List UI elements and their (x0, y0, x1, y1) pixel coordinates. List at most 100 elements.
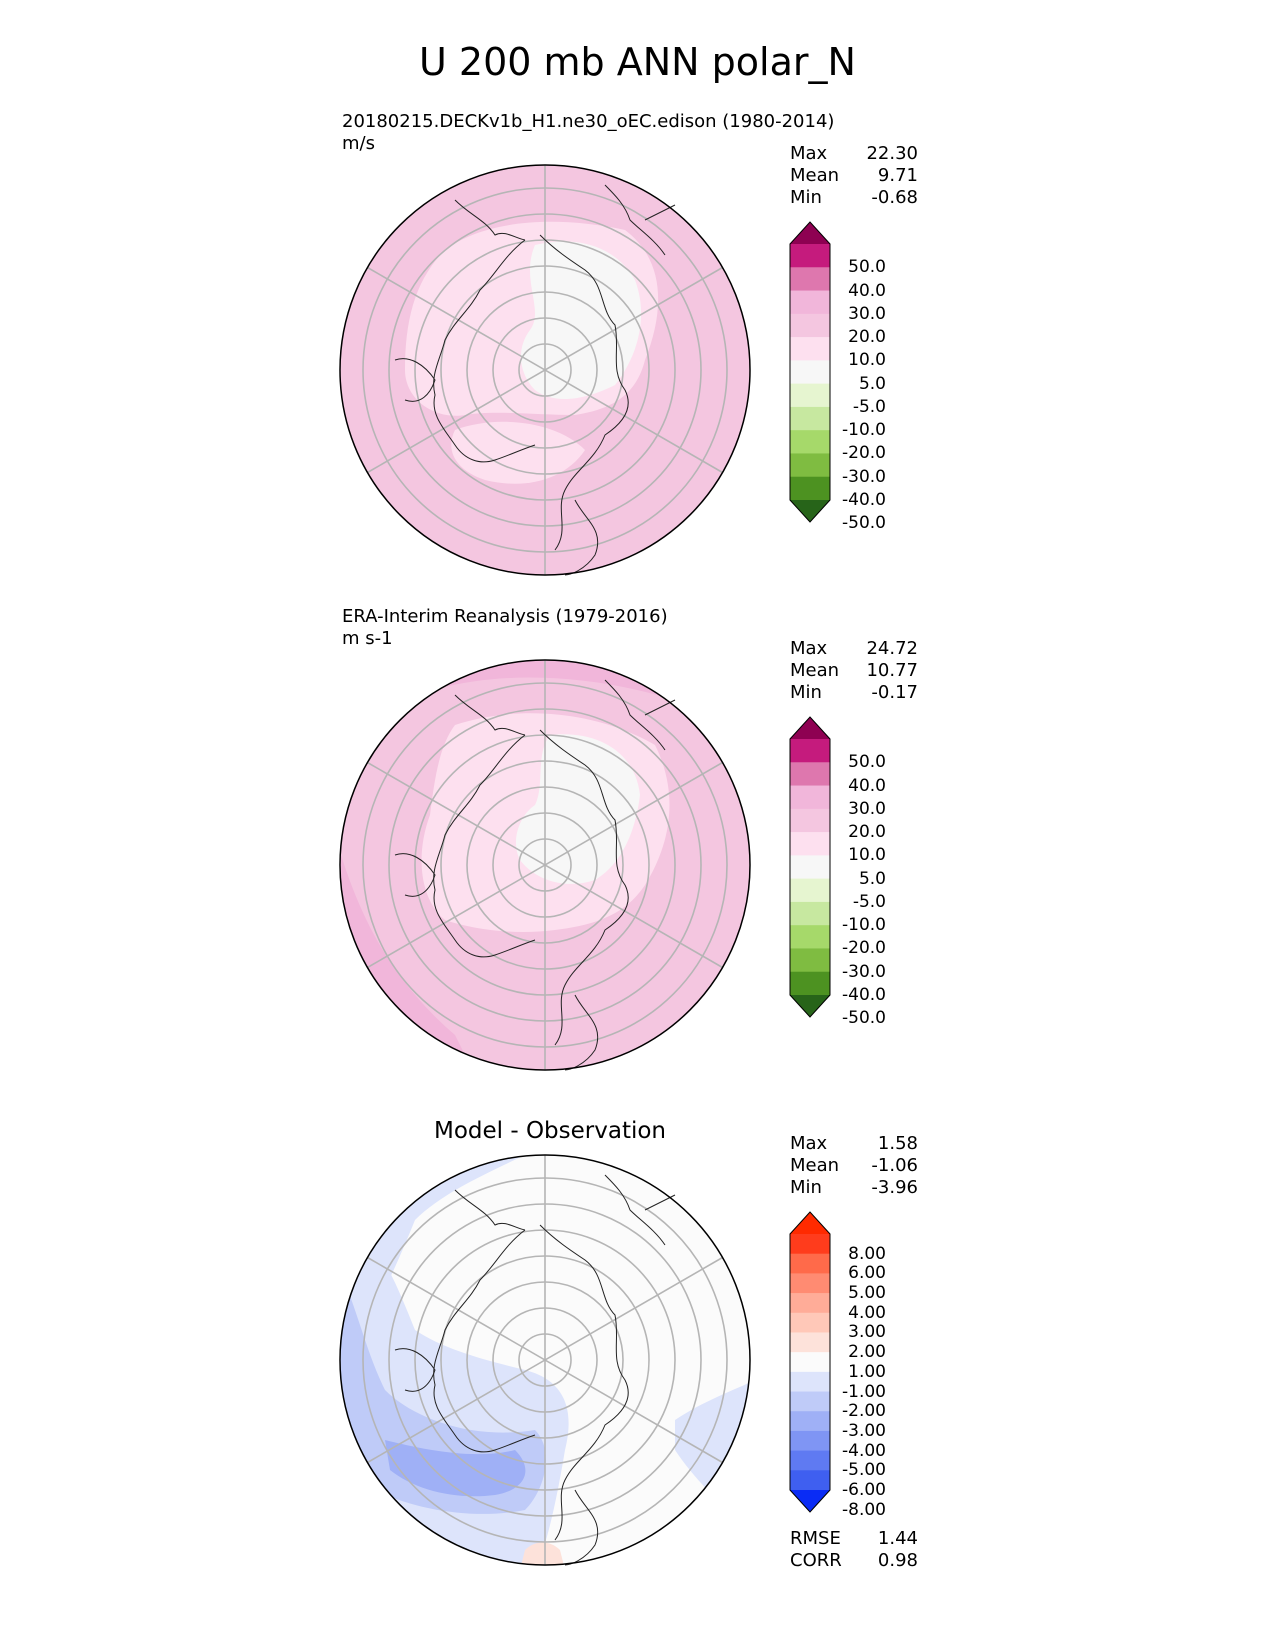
colorbar-ref (789, 716, 831, 1018)
colorbar-segment (790, 785, 830, 810)
panel-test-title-line1: 20180215.DECKv1b_H1.ne30_oEC.edison (198… (342, 111, 835, 132)
colorbar-segment (790, 1312, 830, 1333)
metrics-diff: RMSE 1.44 CORR 0.98 (790, 1528, 918, 1572)
stat-label: Mean (790, 165, 840, 186)
colorbar-segment (790, 1450, 830, 1471)
colorbar-tick-label: -1.00 (842, 1381, 886, 1402)
colorbar-segment (790, 1293, 830, 1314)
metric-label: CORR (790, 1550, 842, 1571)
colorbar-segment (790, 1234, 830, 1255)
colorbar-segment (790, 901, 830, 926)
stat-label: Mean (790, 660, 840, 681)
stats-ref: Max 24.72 Mean 10.77 Min -0.17 (790, 638, 918, 704)
panel-ref-units: m s-1 (342, 628, 393, 649)
colorbar-segment (790, 925, 830, 949)
colorbar-segment (790, 1352, 830, 1373)
stat-label: Max (790, 638, 828, 659)
colorbar-outline (789, 1211, 831, 1513)
stat-value: 1.58 (877, 1133, 918, 1154)
colorbar-segment (790, 855, 830, 880)
colorbar-tick-label: 40.0 (848, 280, 886, 301)
colorbar-segment (790, 476, 830, 501)
colorbar-segment (790, 1470, 830, 1491)
colorbar-tick-label: 4.00 (848, 1302, 886, 1323)
colorbar-tick-label: -5.0 (852, 891, 886, 912)
colorbar-tick-label: 5.0 (858, 373, 886, 394)
stat-value: -3.96 (871, 1177, 918, 1198)
graticule (362, 660, 728, 1070)
colorbar-segment (790, 430, 830, 454)
field-1-2 (520, 1542, 565, 1565)
stat-value: 24.72 (866, 638, 918, 659)
stats-test: Max 22.30 Mean 9.71 Min -0.68 (790, 143, 918, 209)
colorbar-extend-max (790, 222, 830, 244)
colorbar-tick-label: -10.0 (842, 915, 886, 936)
colorbar-segment (790, 971, 830, 996)
colorbar-tick-label: 30.0 (848, 798, 886, 819)
stat-label: Mean (790, 1155, 840, 1176)
colorbar-segment (790, 1332, 830, 1353)
stat-value: 22.30 (866, 143, 918, 164)
colorbar-segment (790, 1411, 830, 1432)
colorbar-tick-label: -50.0 (842, 1008, 886, 1029)
colorbar-tick-label: 8.00 (848, 1243, 886, 1264)
colorbar-segment (790, 808, 830, 833)
colorbar-diff-labels: 8.00 6.00 5.00 4.00 3.00 2.00 1.00 -1.00 -2.00 -3… (830, 1212, 886, 1519)
polar-map-ref (339, 659, 751, 1071)
colorbar-tick-label: -50.0 (842, 513, 886, 534)
colorbar-segment (790, 739, 830, 763)
graticule (362, 1155, 728, 1565)
colorbar-tick-label: -8.00 (842, 1499, 886, 1520)
colorbar-tick-label: 2.00 (848, 1342, 886, 1363)
colorbar-tick-label: -30.0 (842, 466, 886, 487)
colorbar-ref-labels: 50.0 40.0 30.0 20.0 10.0 5.0 -5.0 -10.0 -20.0 -30… (830, 717, 886, 1027)
colorbar-extend-min (790, 995, 830, 1017)
polar-map-diff (339, 1154, 751, 1566)
stat-value: 10.77 (866, 660, 918, 681)
colorbar-outline (789, 221, 831, 523)
colorbar-tick-label: -3.00 (842, 1420, 886, 1441)
metric-label: RMSE (790, 1528, 841, 1549)
colorbar-tick-label: 40.0 (848, 775, 886, 796)
field-neg3-neg2-b (455, 1155, 535, 1156)
map-boundary (339, 659, 751, 1071)
colorbar-segment (790, 406, 830, 431)
panel-test-title: 20180215.DECKv1b_H1.ne30_oEC.edison (198… (342, 111, 834, 155)
colorbar-extend-max (790, 717, 830, 739)
colorbar-tick-label: -5.00 (842, 1460, 886, 1481)
colorbar-segment (790, 244, 830, 268)
coastlines (394, 184, 676, 576)
colorbar-tick-label: -20.0 (842, 938, 886, 959)
panel-test-units: m/s (342, 133, 375, 154)
stat-label: Min (790, 1177, 822, 1198)
colorbar-tick-label: 10.0 (848, 845, 886, 866)
stat-value: 9.71 (877, 165, 918, 186)
main-title: U 200 mb ANN polar_N (419, 40, 856, 84)
colorbar-diff (789, 1211, 831, 1513)
panel-ref-title: ERA-Interim Reanalysis (1979-2016) m s-1 (342, 606, 668, 650)
colorbar-tick-label: 6.00 (848, 1263, 886, 1284)
colorbar-tick-label: -6.00 (842, 1480, 886, 1500)
colorbar-test-labels: 50.0 40.0 30.0 20.0 10.0 5.0 -5.0 -10.0 -20.0 -30… (830, 222, 886, 532)
map-boundary (339, 1154, 751, 1566)
colorbar-segment (790, 383, 830, 408)
graticule (362, 165, 728, 575)
colorbar-segment (790, 1430, 830, 1452)
coastlines (394, 1174, 676, 1566)
colorbar-segment (790, 453, 830, 478)
colorbar-tick-label: 50.0 (848, 752, 886, 773)
colorbar-tick-label: 50.0 (848, 257, 886, 278)
colorbar-segment (790, 762, 830, 787)
colorbar-segment (790, 267, 830, 292)
metric-value: 1.44 (877, 1528, 918, 1549)
colorbar-outline (789, 716, 831, 1018)
colorbar-segment (790, 360, 830, 385)
stat-label: Max (790, 143, 828, 164)
colorbar-tick-label: -30.0 (842, 961, 886, 982)
colorbar-extend-min (790, 1490, 830, 1512)
colorbar-tick-label: 3.00 (848, 1322, 886, 1343)
colorbar-tick-label: 30.0 (848, 303, 886, 324)
colorbar-segment (790, 948, 830, 973)
stat-value: -1.06 (871, 1155, 918, 1176)
field-5-10-b (451, 421, 585, 484)
